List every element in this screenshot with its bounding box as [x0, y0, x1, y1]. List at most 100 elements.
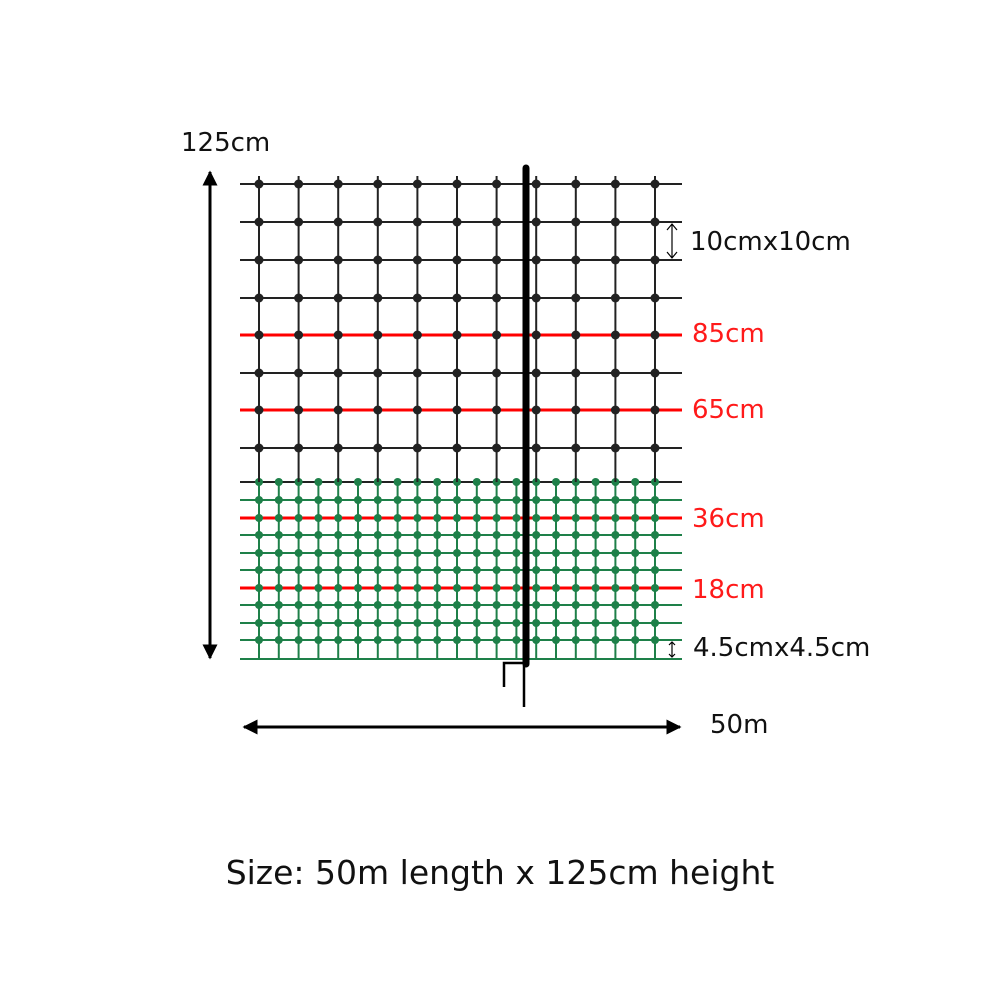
mesh-knot: [611, 566, 620, 574]
upper-black-mesh: [240, 176, 682, 482]
mesh-knot: [254, 405, 264, 415]
mesh-knot: [274, 531, 283, 539]
mesh-knot: [591, 601, 600, 609]
mesh-knot: [492, 293, 502, 303]
mesh-knot: [453, 601, 461, 609]
mesh-knot: [552, 601, 560, 609]
mesh-knot: [354, 531, 362, 539]
mesh-knot: [254, 368, 264, 378]
mesh-knot: [531, 405, 541, 415]
mesh-knot: [591, 478, 600, 486]
mesh-knot: [650, 443, 660, 453]
mesh-knot: [531, 293, 541, 303]
mesh-knot: [591, 496, 600, 504]
mesh-knot: [492, 405, 502, 415]
mesh-knot: [492, 514, 501, 522]
mesh-knot: [631, 636, 640, 644]
mesh-knot: [433, 601, 442, 609]
mesh-knot: [393, 549, 402, 557]
mesh-knot: [393, 496, 402, 504]
mesh-knot: [354, 566, 362, 574]
mesh-knot: [334, 636, 343, 644]
mesh-knot: [492, 584, 501, 592]
size-caption: Size: 50m length x 125cm height: [225, 853, 775, 892]
mesh-knot: [334, 619, 343, 627]
mesh-knot: [472, 566, 481, 574]
mesh-knot: [650, 255, 660, 265]
mesh-knot: [512, 549, 521, 557]
mesh-knot: [393, 566, 402, 574]
mesh-knot: [412, 179, 422, 189]
mesh-knot: [452, 330, 462, 340]
mesh-knot: [631, 619, 640, 627]
mesh-knot: [452, 179, 462, 189]
mesh-knot: [274, 601, 283, 609]
mesh-knot: [294, 443, 304, 453]
lower-mesh-label: 4.5cmx4.5cm: [693, 633, 871, 663]
mesh-knot: [294, 619, 303, 627]
mesh-knot: [571, 531, 580, 539]
mesh-knot: [413, 549, 422, 557]
mesh-knot: [294, 531, 303, 539]
mesh-knot: [571, 330, 581, 340]
mesh-knot: [412, 255, 422, 265]
mesh-knot: [354, 478, 362, 486]
mesh-knot: [314, 636, 323, 644]
mesh-knot: [552, 514, 560, 522]
mesh-knot: [274, 478, 283, 486]
mesh-knot: [552, 478, 560, 486]
mesh-knot: [532, 619, 541, 627]
mesh-knot: [333, 368, 343, 378]
mesh-knot: [571, 601, 580, 609]
mesh-knot: [255, 514, 263, 522]
mesh-knot: [413, 584, 422, 592]
mesh-knot: [334, 566, 343, 574]
mesh-knot: [651, 619, 659, 627]
mesh-knot: [453, 531, 461, 539]
mesh-knot: [552, 636, 560, 644]
mesh-knot: [591, 514, 600, 522]
mesh-knot: [512, 601, 521, 609]
mesh-knot: [314, 619, 323, 627]
mesh-knot: [433, 496, 442, 504]
mesh-knot: [452, 293, 462, 303]
mesh-knot: [452, 217, 462, 227]
mesh-knot: [472, 514, 481, 522]
mesh-knot: [393, 619, 402, 627]
mesh-knot: [413, 496, 422, 504]
mesh-knot: [393, 601, 402, 609]
mesh-knot: [393, 584, 402, 592]
mesh-knot: [512, 619, 521, 627]
mesh-knot: [354, 514, 362, 522]
mesh-knot: [274, 566, 283, 574]
mesh-knot: [651, 531, 659, 539]
mesh-knot: [512, 531, 521, 539]
mesh-knot: [334, 531, 343, 539]
mesh-knot: [610, 368, 620, 378]
mesh-knot: [453, 636, 461, 644]
mesh-knot: [631, 549, 640, 557]
mesh-knot: [650, 293, 660, 303]
mesh-knot: [413, 619, 422, 627]
mesh-knot: [531, 255, 541, 265]
mesh-knot: [610, 405, 620, 415]
mesh-knot: [571, 549, 580, 557]
mesh-knot: [333, 330, 343, 340]
mesh-knot: [452, 368, 462, 378]
mesh-knot: [532, 584, 541, 592]
mesh-knot: [611, 636, 620, 644]
mesh-knot: [492, 255, 502, 265]
wire-36-label: 36cm: [692, 504, 765, 534]
mesh-knot: [274, 619, 283, 627]
mesh-knot: [650, 368, 660, 378]
mesh-knot: [433, 619, 442, 627]
mesh-knot: [571, 619, 580, 627]
mesh-knot: [294, 217, 304, 227]
wire-65-label: 65cm: [692, 395, 765, 425]
mesh-knot: [611, 496, 620, 504]
mesh-knot: [512, 514, 521, 522]
mesh-knot: [591, 584, 600, 592]
mesh-knot: [452, 255, 462, 265]
mesh-knot: [314, 514, 323, 522]
mesh-knot: [453, 584, 461, 592]
